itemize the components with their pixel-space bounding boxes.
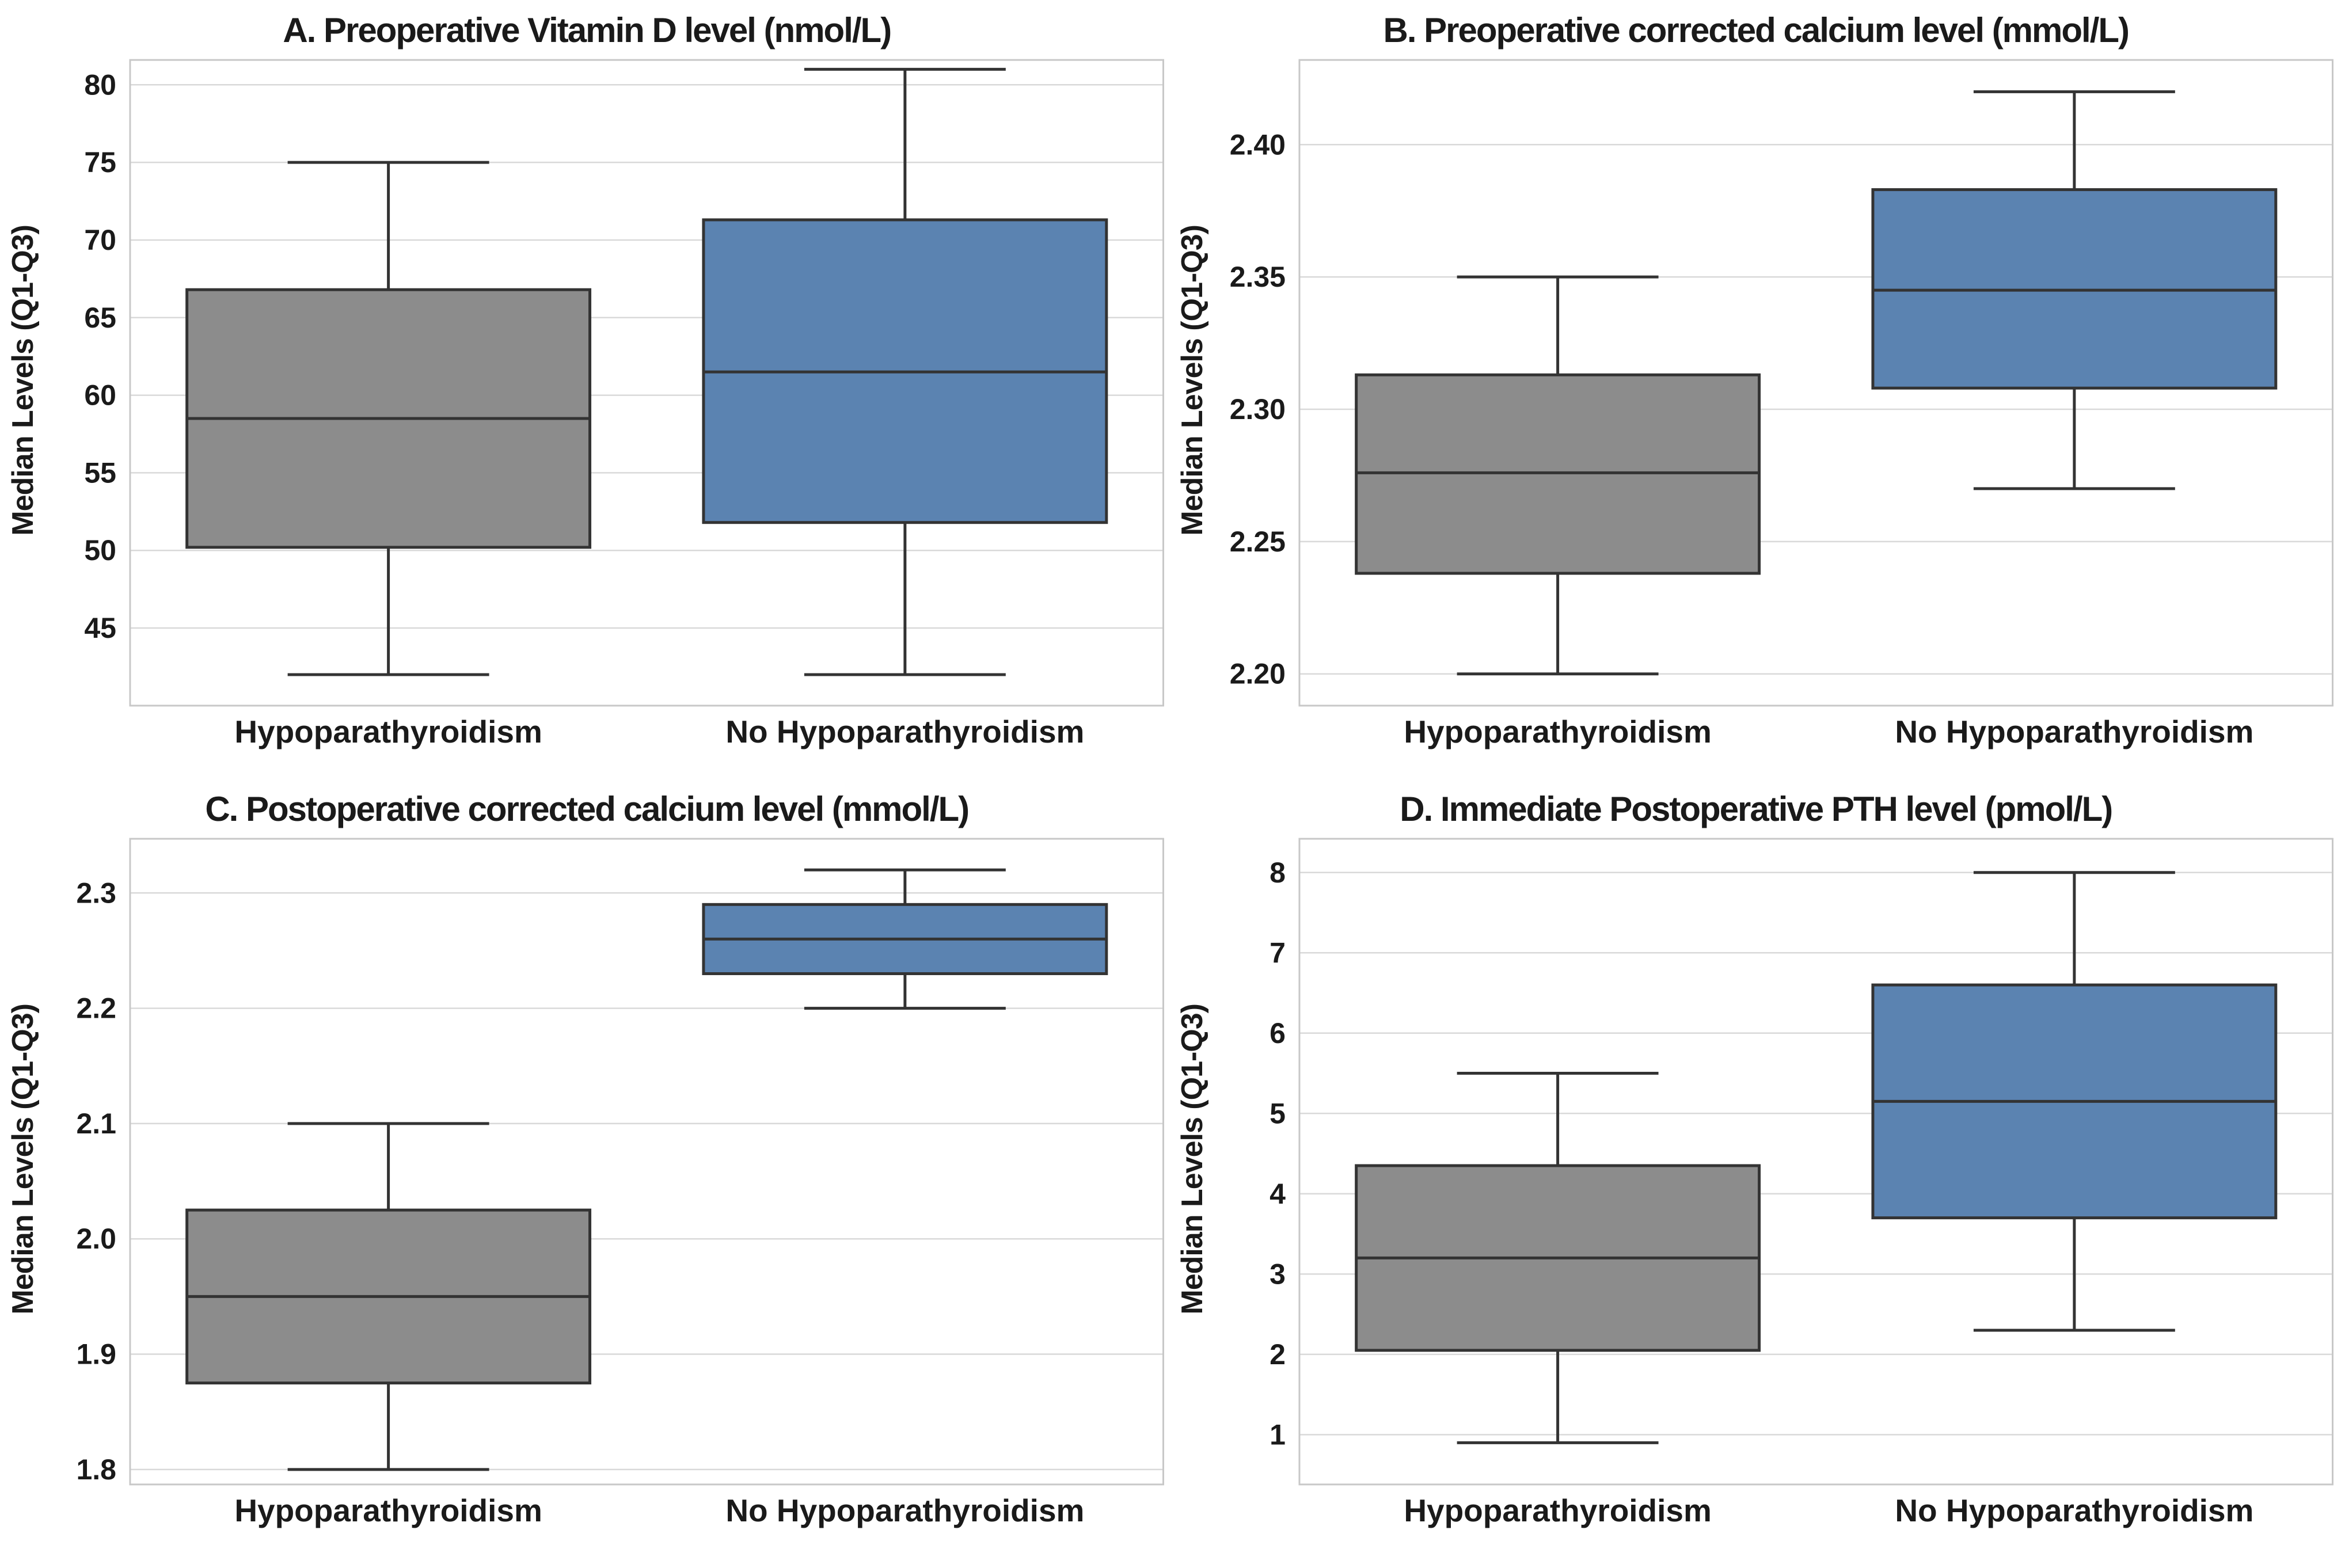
y-tick-label: 2.2 — [76, 992, 116, 1025]
panel-b-plotwrap: Median Levels (Q1-Q3) 2.20 2.25 2.30 2.35 2.… — [1172, 55, 2341, 783]
y-axis-label: Median Levels (Q1-Q3) — [6, 1004, 40, 1315]
y-tick-label: 2.25 — [1229, 526, 1285, 558]
category-label: No Hypoparathyroidism — [725, 714, 1084, 749]
plot-border — [129, 59, 1165, 707]
y-tick-label: 2 — [1270, 1338, 1286, 1371]
y-axis-label: Median Levels (Q1-Q3) — [1175, 225, 1209, 536]
y-tick-label: 2.30 — [1229, 393, 1285, 425]
panel-c-boxplot: 1.8 1.9 2.0 2.1 2.2 2.3 Hypoparathyroidism No H… — [76, 838, 1165, 1528]
panel-b-title: B. Preoperative corrected calcium level … — [1383, 10, 2130, 50]
panel-b-ylabel: Median Levels (Q1-Q3) — [1172, 55, 1213, 783]
category-label: Hypoparathyroidism — [234, 1493, 542, 1528]
y-tick-label: 50 — [84, 534, 116, 566]
y-axis-label: Median Levels (Q1-Q3) — [1175, 1004, 1209, 1315]
plot-border — [1298, 59, 2333, 707]
y-tick-label: 3 — [1270, 1258, 1286, 1290]
y-tick-label: 2.0 — [76, 1223, 116, 1255]
y-tick-label: 1 — [1270, 1418, 1286, 1451]
panel-d: D. Immediate Postoperative PTH level (pm… — [1172, 783, 2341, 1562]
category-label: No Hypoparathyroidism — [725, 1493, 1084, 1528]
panel-a-plotwrap: Median Levels (Q1-Q3) 45 50 55 60 65 70 75 80 Hy… — [2, 55, 1172, 783]
y-tick-label: 2.35 — [1229, 261, 1285, 293]
y-tick-label: 7 — [1270, 937, 1286, 969]
y-tick-label: 6 — [1270, 1017, 1286, 1049]
y-axis-label: Median Levels (Q1-Q3) — [6, 225, 40, 536]
panel-b: B. Preoperative corrected calcium level … — [1172, 5, 2341, 783]
panel-d-boxplot: 1 2 3 4 5 6 7 8 Hypoparathyroidism No Hypoparathy… — [1270, 838, 2333, 1528]
y-tick-label: 55 — [84, 456, 116, 489]
panel-c-plotwrap: Median Levels (Q1-Q3) 1.8 1.9 2.0 2.1 2.2 2.3… — [2, 834, 1172, 1562]
y-tick-label: 60 — [84, 379, 116, 412]
panel-c-ylabel: Median Levels (Q1-Q3) — [2, 834, 44, 1562]
y-tick-label: 80 — [84, 68, 116, 101]
panel-d-title: D. Immediate Postoperative PTH level (pm… — [1400, 789, 2113, 828]
panel-a: A. Preoperative Vitamin D level (nmol/L)… — [2, 5, 1172, 783]
panel-a-boxplot: 45 50 55 60 65 70 75 80 Hypoparathyroidism No Hyp… — [84, 59, 1165, 749]
y-tick-label: 2.3 — [76, 877, 116, 909]
panel-a-title: A. Preoperative Vitamin D level (nmol/L) — [283, 10, 892, 50]
y-tick-label: 8 — [1270, 857, 1286, 889]
panel-d-plotwrap: Median Levels (Q1-Q3) 1 2 3 4 5 6 7 8 Hypoparath… — [1172, 834, 2341, 1562]
panel-b-boxplot: 2.20 2.25 2.30 2.35 2.40 Hypoparathyroidism No… — [1229, 59, 2333, 749]
y-tick-label: 75 — [84, 146, 116, 178]
category-label: Hypoparathyroidism — [234, 714, 542, 749]
category-label: No Hypoparathyroidism — [1895, 714, 2253, 749]
y-tick-label: 45 — [84, 612, 116, 644]
y-tick-label: 65 — [84, 302, 116, 334]
category-label: Hypoparathyroidism — [1404, 1493, 1712, 1528]
y-tick-label: 2.20 — [1229, 658, 1285, 690]
y-tick-label: 2.40 — [1229, 128, 1285, 161]
panel-d-ylabel: Median Levels (Q1-Q3) — [1172, 834, 1213, 1562]
panel-a-ylabel: Median Levels (Q1-Q3) — [2, 55, 44, 783]
category-label: Hypoparathyroidism — [1404, 714, 1712, 749]
plot-border — [129, 838, 1165, 1486]
panel-c: C. Postoperative corrected calcium level… — [2, 783, 1172, 1562]
y-tick-label: 2.1 — [76, 1108, 116, 1140]
y-tick-label: 5 — [1270, 1097, 1286, 1129]
y-tick-label: 1.9 — [76, 1338, 116, 1371]
y-tick-label: 70 — [84, 224, 116, 256]
plot-border — [1298, 838, 2333, 1486]
y-tick-label: 4 — [1270, 1178, 1286, 1210]
panel-c-title: C. Postoperative corrected calcium level… — [205, 789, 970, 828]
y-tick-label: 1.8 — [76, 1453, 116, 1486]
category-label: No Hypoparathyroidism — [1895, 1493, 2253, 1528]
